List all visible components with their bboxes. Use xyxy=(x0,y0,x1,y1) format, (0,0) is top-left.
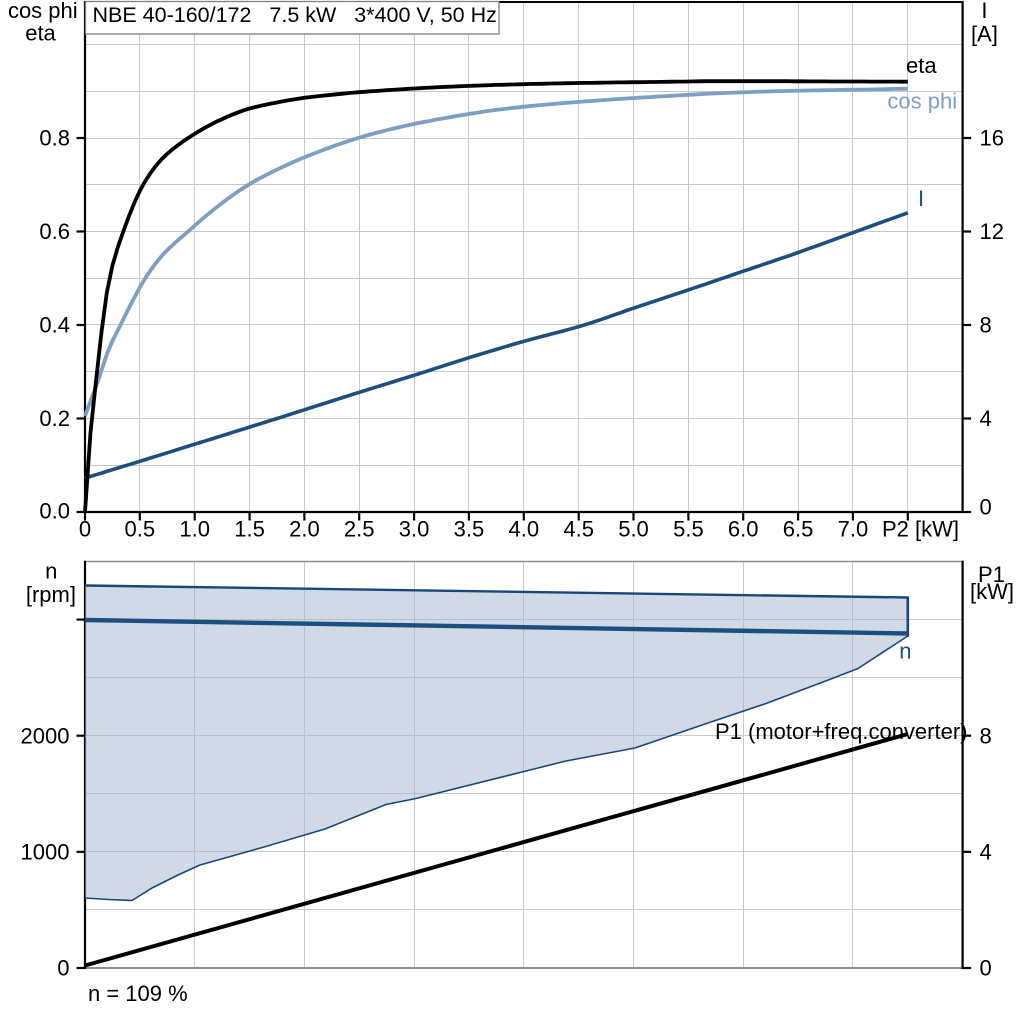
svg-text:7.0: 7.0 xyxy=(838,517,869,542)
svg-text:0.2: 0.2 xyxy=(39,406,70,431)
svg-text:[A]: [A] xyxy=(971,21,998,46)
svg-text:8: 8 xyxy=(980,313,992,338)
svg-text:0.4: 0.4 xyxy=(39,313,70,338)
svg-text:5.0: 5.0 xyxy=(618,517,649,542)
svg-text:[rpm]: [rpm] xyxy=(26,582,76,607)
svg-text:0: 0 xyxy=(79,517,91,542)
svg-text:n: n xyxy=(899,639,911,664)
svg-text:3.0: 3.0 xyxy=(399,517,430,542)
svg-text:1.5: 1.5 xyxy=(234,517,265,542)
svg-text:2000: 2000 xyxy=(21,723,70,748)
svg-text:n = 109 %: n = 109 % xyxy=(88,981,188,1006)
svg-text:0.0: 0.0 xyxy=(39,499,70,524)
svg-text:6.0: 6.0 xyxy=(728,517,759,542)
svg-text:0.6: 0.6 xyxy=(39,219,70,244)
svg-text:0: 0 xyxy=(57,956,69,981)
svg-text:cos phi: cos phi xyxy=(887,89,957,114)
svg-text:I: I xyxy=(981,0,987,23)
svg-text:P1 (motor+freq.converter): P1 (motor+freq.converter) xyxy=(715,719,967,744)
svg-text:16: 16 xyxy=(980,126,1004,151)
svg-text:2.0: 2.0 xyxy=(289,517,320,542)
svg-text:0.8: 0.8 xyxy=(39,126,70,151)
svg-text:eta: eta xyxy=(25,20,56,45)
svg-text:4.5: 4.5 xyxy=(563,517,594,542)
svg-text:5.5: 5.5 xyxy=(673,517,704,542)
svg-text:cos phi: cos phi xyxy=(8,0,78,23)
svg-text:2.5: 2.5 xyxy=(344,517,375,542)
svg-text:1.0: 1.0 xyxy=(179,517,210,542)
svg-text:P1: P1 xyxy=(978,562,1005,587)
svg-text:12: 12 xyxy=(980,219,1004,244)
svg-text:I: I xyxy=(918,186,924,211)
svg-text:4: 4 xyxy=(980,406,992,431)
svg-text:eta: eta xyxy=(906,53,937,78)
svg-text:8: 8 xyxy=(980,723,992,748)
svg-text:0.5: 0.5 xyxy=(125,517,156,542)
svg-text:4: 4 xyxy=(980,840,992,865)
svg-text:0: 0 xyxy=(980,956,992,981)
svg-text:6.5: 6.5 xyxy=(783,517,814,542)
svg-text:n: n xyxy=(45,559,57,584)
svg-text:0: 0 xyxy=(980,495,992,520)
svg-text:4.0: 4.0 xyxy=(509,517,540,542)
svg-text:NBE 40-160/172 7.5 kW 3*40: NBE 40-160/172 7.5 kW 3*400 V, 50 Hz xyxy=(93,3,497,27)
svg-text:[kW]: [kW] xyxy=(970,579,1014,604)
svg-text:P2 [kW]: P2 [kW] xyxy=(882,517,959,542)
svg-text:1000: 1000 xyxy=(21,840,70,865)
svg-text:3.5: 3.5 xyxy=(454,517,485,542)
